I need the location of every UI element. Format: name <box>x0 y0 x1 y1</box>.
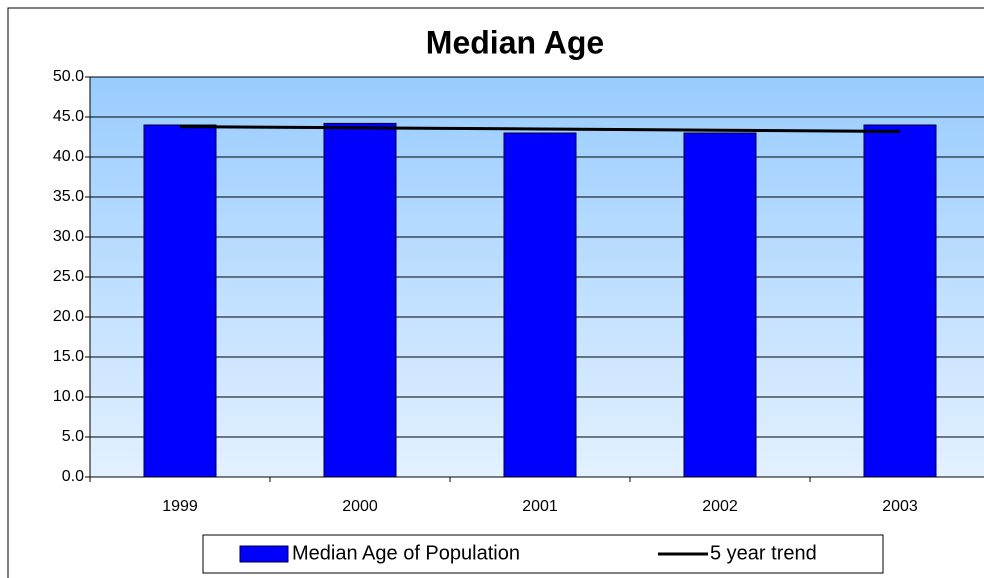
y-tick-label: 20.0 <box>53 308 84 325</box>
legend-label: 5 year trend <box>710 542 817 564</box>
trend-line <box>179 125 901 133</box>
bar <box>863 124 937 478</box>
legend-label: Median Age of Population <box>292 542 520 564</box>
legend-box <box>202 534 884 574</box>
y-tick-label: 0.0 <box>62 468 84 485</box>
bar <box>503 132 577 478</box>
y-tick-label: 15.0 <box>53 348 84 365</box>
y-tick-label: 50.0 <box>53 68 84 85</box>
x-tick-label: 2001 <box>522 498 558 515</box>
y-tick-label: 30.0 <box>53 228 84 245</box>
x-tick-label: 2000 <box>342 498 378 515</box>
legend: Median Age of Population 5 year trend <box>202 534 884 574</box>
bar <box>323 122 397 478</box>
legend-swatch <box>239 545 289 563</box>
bar <box>143 124 217 478</box>
y-tick-label: 10.0 <box>53 388 84 405</box>
chart-title: Median Age <box>426 24 604 60</box>
y-tick-label: 5.0 <box>62 428 84 445</box>
y-tick-label: 45.0 <box>53 108 84 125</box>
x-tick-label: 1999 <box>162 498 198 515</box>
y-tick-label: 25.0 <box>53 268 84 285</box>
y-tick-label: 35.0 <box>53 188 84 205</box>
y-tick-label: 40.0 <box>53 148 84 165</box>
bar <box>683 132 757 478</box>
x-tick-label: 2003 <box>882 498 918 515</box>
x-tick-label: 2002 <box>702 498 738 515</box>
